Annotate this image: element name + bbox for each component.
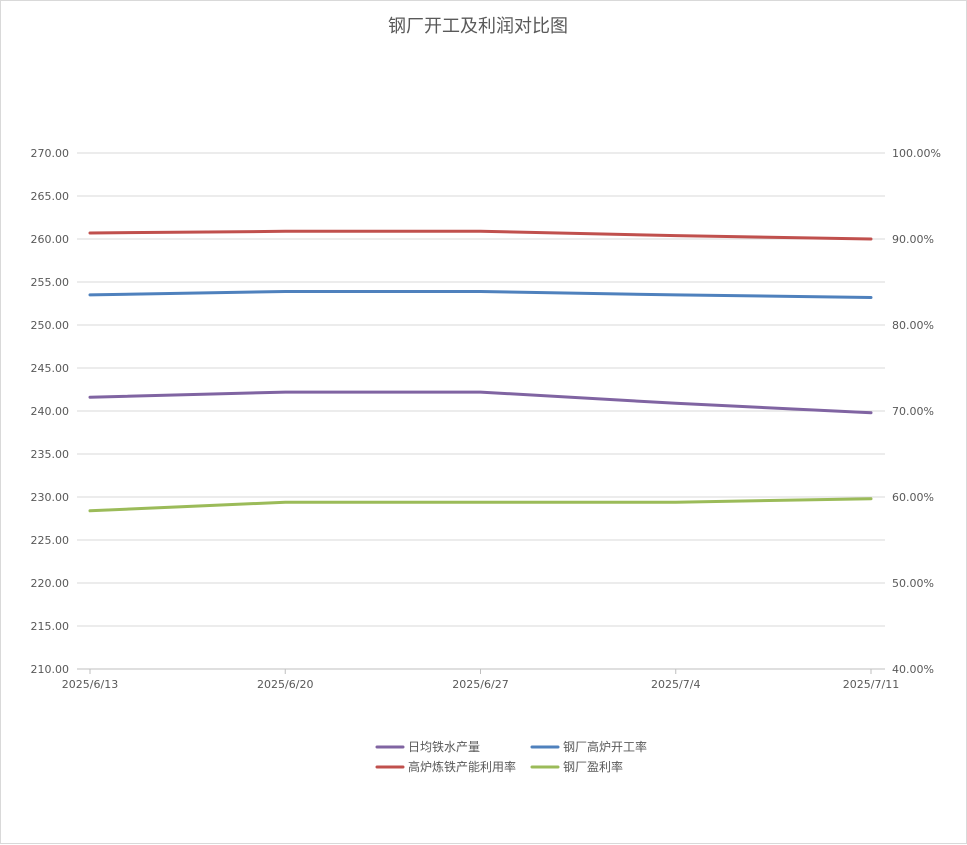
y-right-tick-label: 50.00% xyxy=(892,577,934,590)
y-left-tick-label: 215.00 xyxy=(31,620,70,633)
series-line xyxy=(88,497,873,513)
legend-label: 钢厂高炉开工率 xyxy=(563,739,647,754)
y-left-tick-label: 265.00 xyxy=(31,190,70,203)
y-right-tick-label: 70.00% xyxy=(892,405,934,418)
y-left-tick-label: 260.00 xyxy=(31,233,70,246)
y-left-tick-label: 270.00 xyxy=(31,147,70,160)
y-left-tick-label: 255.00 xyxy=(31,276,70,289)
y-right-tick-label: 40.00% xyxy=(892,663,934,676)
y-left-tick-label: 245.00 xyxy=(31,362,70,375)
y-left-tick-label: 220.00 xyxy=(31,577,70,590)
y-left-tick-label: 210.00 xyxy=(31,663,70,676)
y-left-tick-label: 235.00 xyxy=(31,448,70,461)
x-tick-label: 2025/6/20 xyxy=(257,678,313,691)
axes: 210.00 215.00 220.00 225.00 230.00 235.00 240.… xyxy=(31,147,941,691)
series-line xyxy=(88,229,873,241)
chart-title: 钢厂开工及利润对比图 xyxy=(388,16,568,37)
legend-label: 高炉炼铁产能利用率 xyxy=(408,759,516,774)
legend-label: 日均铁水产量 xyxy=(408,740,480,754)
y-left-tick-label: 250.00 xyxy=(31,319,70,332)
y-right-tick-label: 90.00% xyxy=(892,233,934,246)
y-left-tick-label: 240.00 xyxy=(31,405,70,418)
x-tick-label: 2025/7/4 xyxy=(651,678,700,691)
x-tick-label: 2025/7/11 xyxy=(843,678,899,691)
y-right-tick-label: 100.00% xyxy=(892,147,941,160)
x-tick-label: 2025/6/27 xyxy=(452,678,508,691)
y-right-tick-label: 60.00% xyxy=(892,491,934,504)
y-left-tick-label: 230.00 xyxy=(31,491,70,504)
gridlines xyxy=(77,152,885,670)
series-line xyxy=(88,390,873,415)
y-left-tick-label: 225.00 xyxy=(31,534,70,547)
series-lines xyxy=(88,229,873,513)
x-tick-label: 2025/6/13 xyxy=(62,678,118,691)
series-line xyxy=(88,290,873,299)
legend-label: 钢厂盈利率 xyxy=(563,759,623,774)
y-right-tick-label: 80.00% xyxy=(892,319,934,332)
